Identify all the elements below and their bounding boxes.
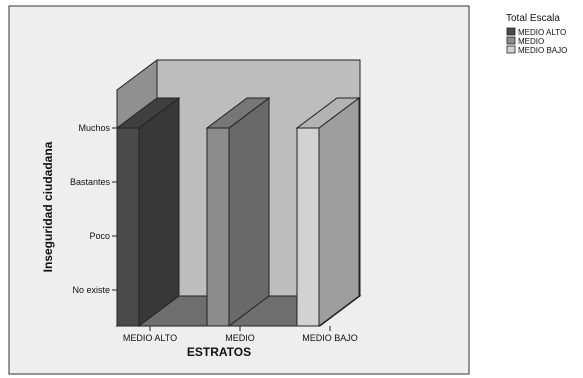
legend-title: Total Escala [506,13,560,24]
legend-swatch [506,45,516,54]
bar-front-face [206,127,230,327]
y-tick-label: No existe [72,285,110,295]
legend-swatch [506,27,516,36]
y-tick-label: Bastantes [70,177,111,187]
x-tick-label: MEDIO BAJO [302,333,358,343]
bar-front-face [116,127,140,327]
bar-side-face [138,97,180,327]
x-axis-title: ESTRATOS [187,345,251,359]
legend-entry-label: MEDIO BAJO [518,46,567,55]
bar-side-face [318,97,360,327]
x-tick-label: MEDIO [225,333,255,343]
bar-side-face [228,97,270,327]
bar-medio-bajo [295,97,361,327]
y-axis-title: Inseguridad ciudadana [41,141,55,272]
x-tick-label: MEDIO ALTO [123,333,177,343]
legend-entry-label: MEDIO ALTO [518,28,566,37]
bar-medio-alto [115,97,181,327]
y-tick-label: Poco [89,231,110,241]
bar-front-face [296,127,320,327]
legend-entry-label: MEDIO [518,37,544,46]
bar-medio [205,97,271,327]
legend-swatch [506,36,516,45]
y-tick-label: Muchos [78,123,110,133]
